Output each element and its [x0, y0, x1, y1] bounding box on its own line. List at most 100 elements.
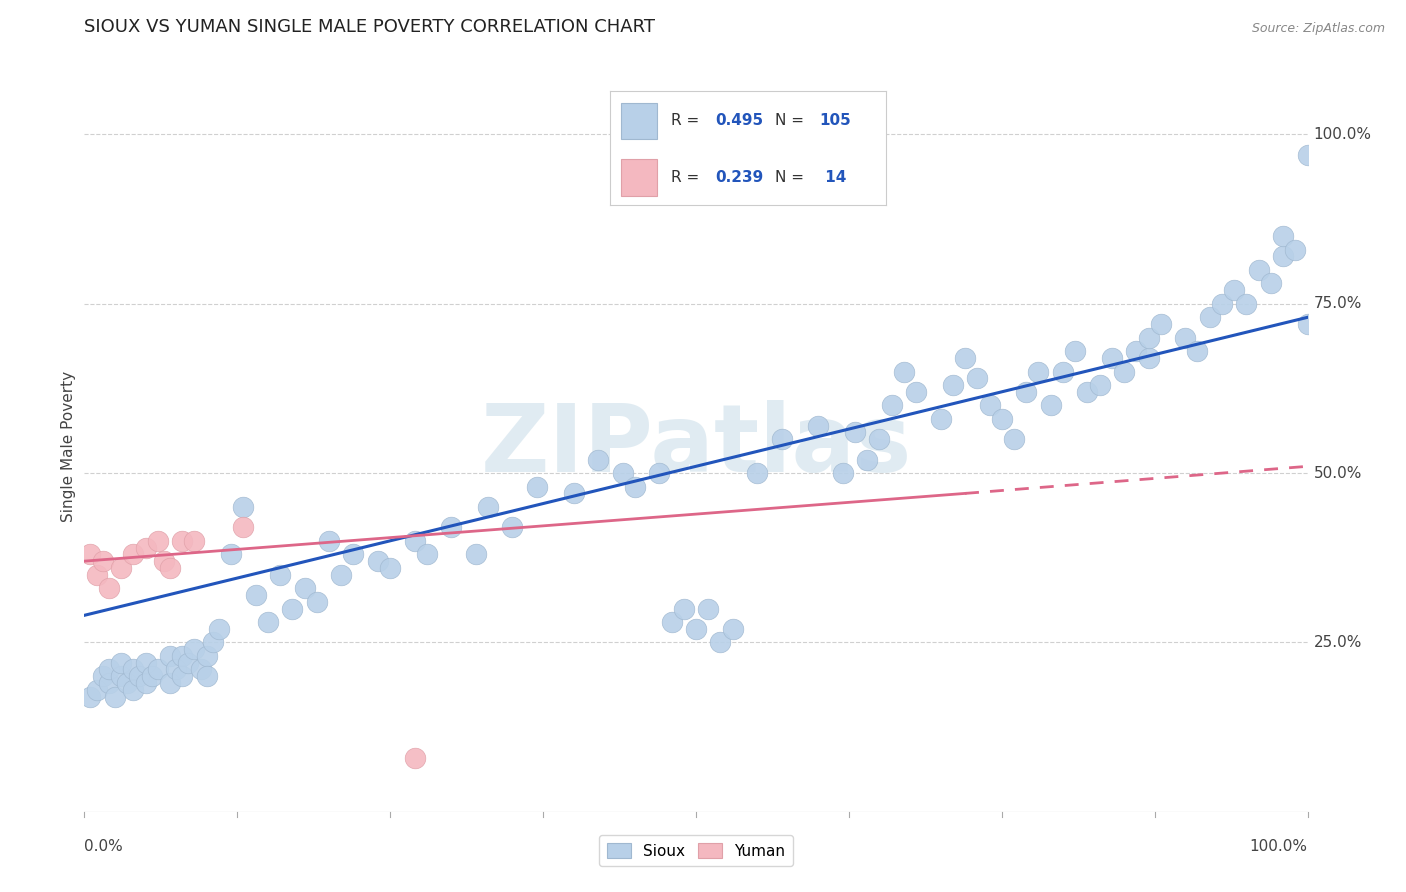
Point — [1015, 384, 1038, 399]
Point — [1101, 351, 1123, 365]
Point — [128, 669, 150, 683]
Point — [464, 547, 486, 561]
Point — [1260, 277, 1282, 291]
Point — [135, 656, 157, 670]
Point — [269, 567, 291, 582]
Point — [183, 533, 205, 548]
Point — [1114, 364, 1136, 378]
Point — [190, 663, 212, 677]
Point — [91, 669, 114, 683]
Text: Source: ZipAtlas.com: Source: ZipAtlas.com — [1251, 22, 1385, 36]
Point — [342, 547, 364, 561]
Point — [1187, 344, 1209, 359]
Text: 50.0%: 50.0% — [1313, 466, 1362, 481]
Point — [1236, 297, 1258, 311]
Point — [440, 520, 463, 534]
Point — [1076, 384, 1098, 399]
Point — [141, 669, 163, 683]
Point — [165, 663, 187, 677]
Point — [929, 412, 952, 426]
Text: SIOUX VS YUMAN SINGLE MALE POVERTY CORRELATION CHART: SIOUX VS YUMAN SINGLE MALE POVERTY CORRE… — [84, 19, 655, 37]
Y-axis label: Single Male Poverty: Single Male Poverty — [60, 370, 76, 522]
Point — [172, 648, 194, 663]
Point — [1088, 378, 1111, 392]
Point — [122, 547, 145, 561]
Point — [172, 669, 194, 683]
Point — [318, 533, 340, 548]
Point — [110, 656, 132, 670]
Point — [294, 581, 316, 595]
Point — [685, 622, 707, 636]
Point — [97, 663, 120, 677]
Point — [232, 500, 254, 514]
Point — [91, 554, 114, 568]
Point — [367, 554, 389, 568]
Point — [146, 663, 169, 677]
Point — [172, 533, 194, 548]
Point — [721, 622, 744, 636]
Point — [232, 520, 254, 534]
Point — [1284, 243, 1306, 257]
Point — [562, 486, 585, 500]
Point — [1198, 310, 1220, 325]
Point — [831, 466, 853, 480]
Point — [709, 635, 731, 649]
Point — [685, 148, 707, 162]
Point — [305, 595, 328, 609]
Point — [991, 412, 1014, 426]
Point — [115, 676, 138, 690]
Point — [159, 676, 181, 690]
Point — [86, 682, 108, 697]
Point — [257, 615, 280, 629]
Point — [153, 554, 176, 568]
Point — [942, 378, 965, 392]
Point — [416, 547, 439, 561]
Point — [661, 615, 683, 629]
Point — [672, 601, 695, 615]
Point — [245, 588, 267, 602]
Point — [1272, 229, 1295, 244]
Point — [159, 648, 181, 663]
Point — [648, 466, 671, 480]
Point — [747, 466, 769, 480]
Point — [86, 567, 108, 582]
Point — [330, 567, 353, 582]
Point — [404, 750, 426, 764]
Point — [807, 418, 830, 433]
Point — [97, 581, 120, 595]
Text: 100.0%: 100.0% — [1250, 838, 1308, 854]
Point — [79, 690, 101, 704]
Point — [177, 656, 200, 670]
Point — [624, 480, 647, 494]
Point — [1028, 364, 1050, 378]
Point — [526, 480, 548, 494]
Point — [1137, 331, 1160, 345]
Point — [201, 635, 224, 649]
Text: 75.0%: 75.0% — [1313, 296, 1362, 311]
Point — [97, 676, 120, 690]
Point — [122, 682, 145, 697]
Text: 0.0%: 0.0% — [84, 838, 124, 854]
Point — [1125, 344, 1147, 359]
Text: 100.0%: 100.0% — [1313, 127, 1372, 142]
Point — [122, 663, 145, 677]
Point — [477, 500, 499, 514]
Point — [219, 547, 242, 561]
Point — [1064, 344, 1087, 359]
Point — [586, 452, 609, 467]
Point — [1223, 283, 1246, 297]
Point — [1247, 263, 1270, 277]
Point — [1002, 432, 1025, 446]
Point — [135, 541, 157, 555]
Point — [1296, 148, 1319, 162]
Point — [183, 642, 205, 657]
Point — [612, 466, 634, 480]
Point — [856, 452, 879, 467]
Point — [1052, 364, 1074, 378]
Point — [1174, 331, 1197, 345]
Text: 25.0%: 25.0% — [1313, 635, 1362, 650]
Point — [135, 676, 157, 690]
Point — [869, 432, 891, 446]
Point — [1211, 297, 1233, 311]
Point — [953, 351, 976, 365]
